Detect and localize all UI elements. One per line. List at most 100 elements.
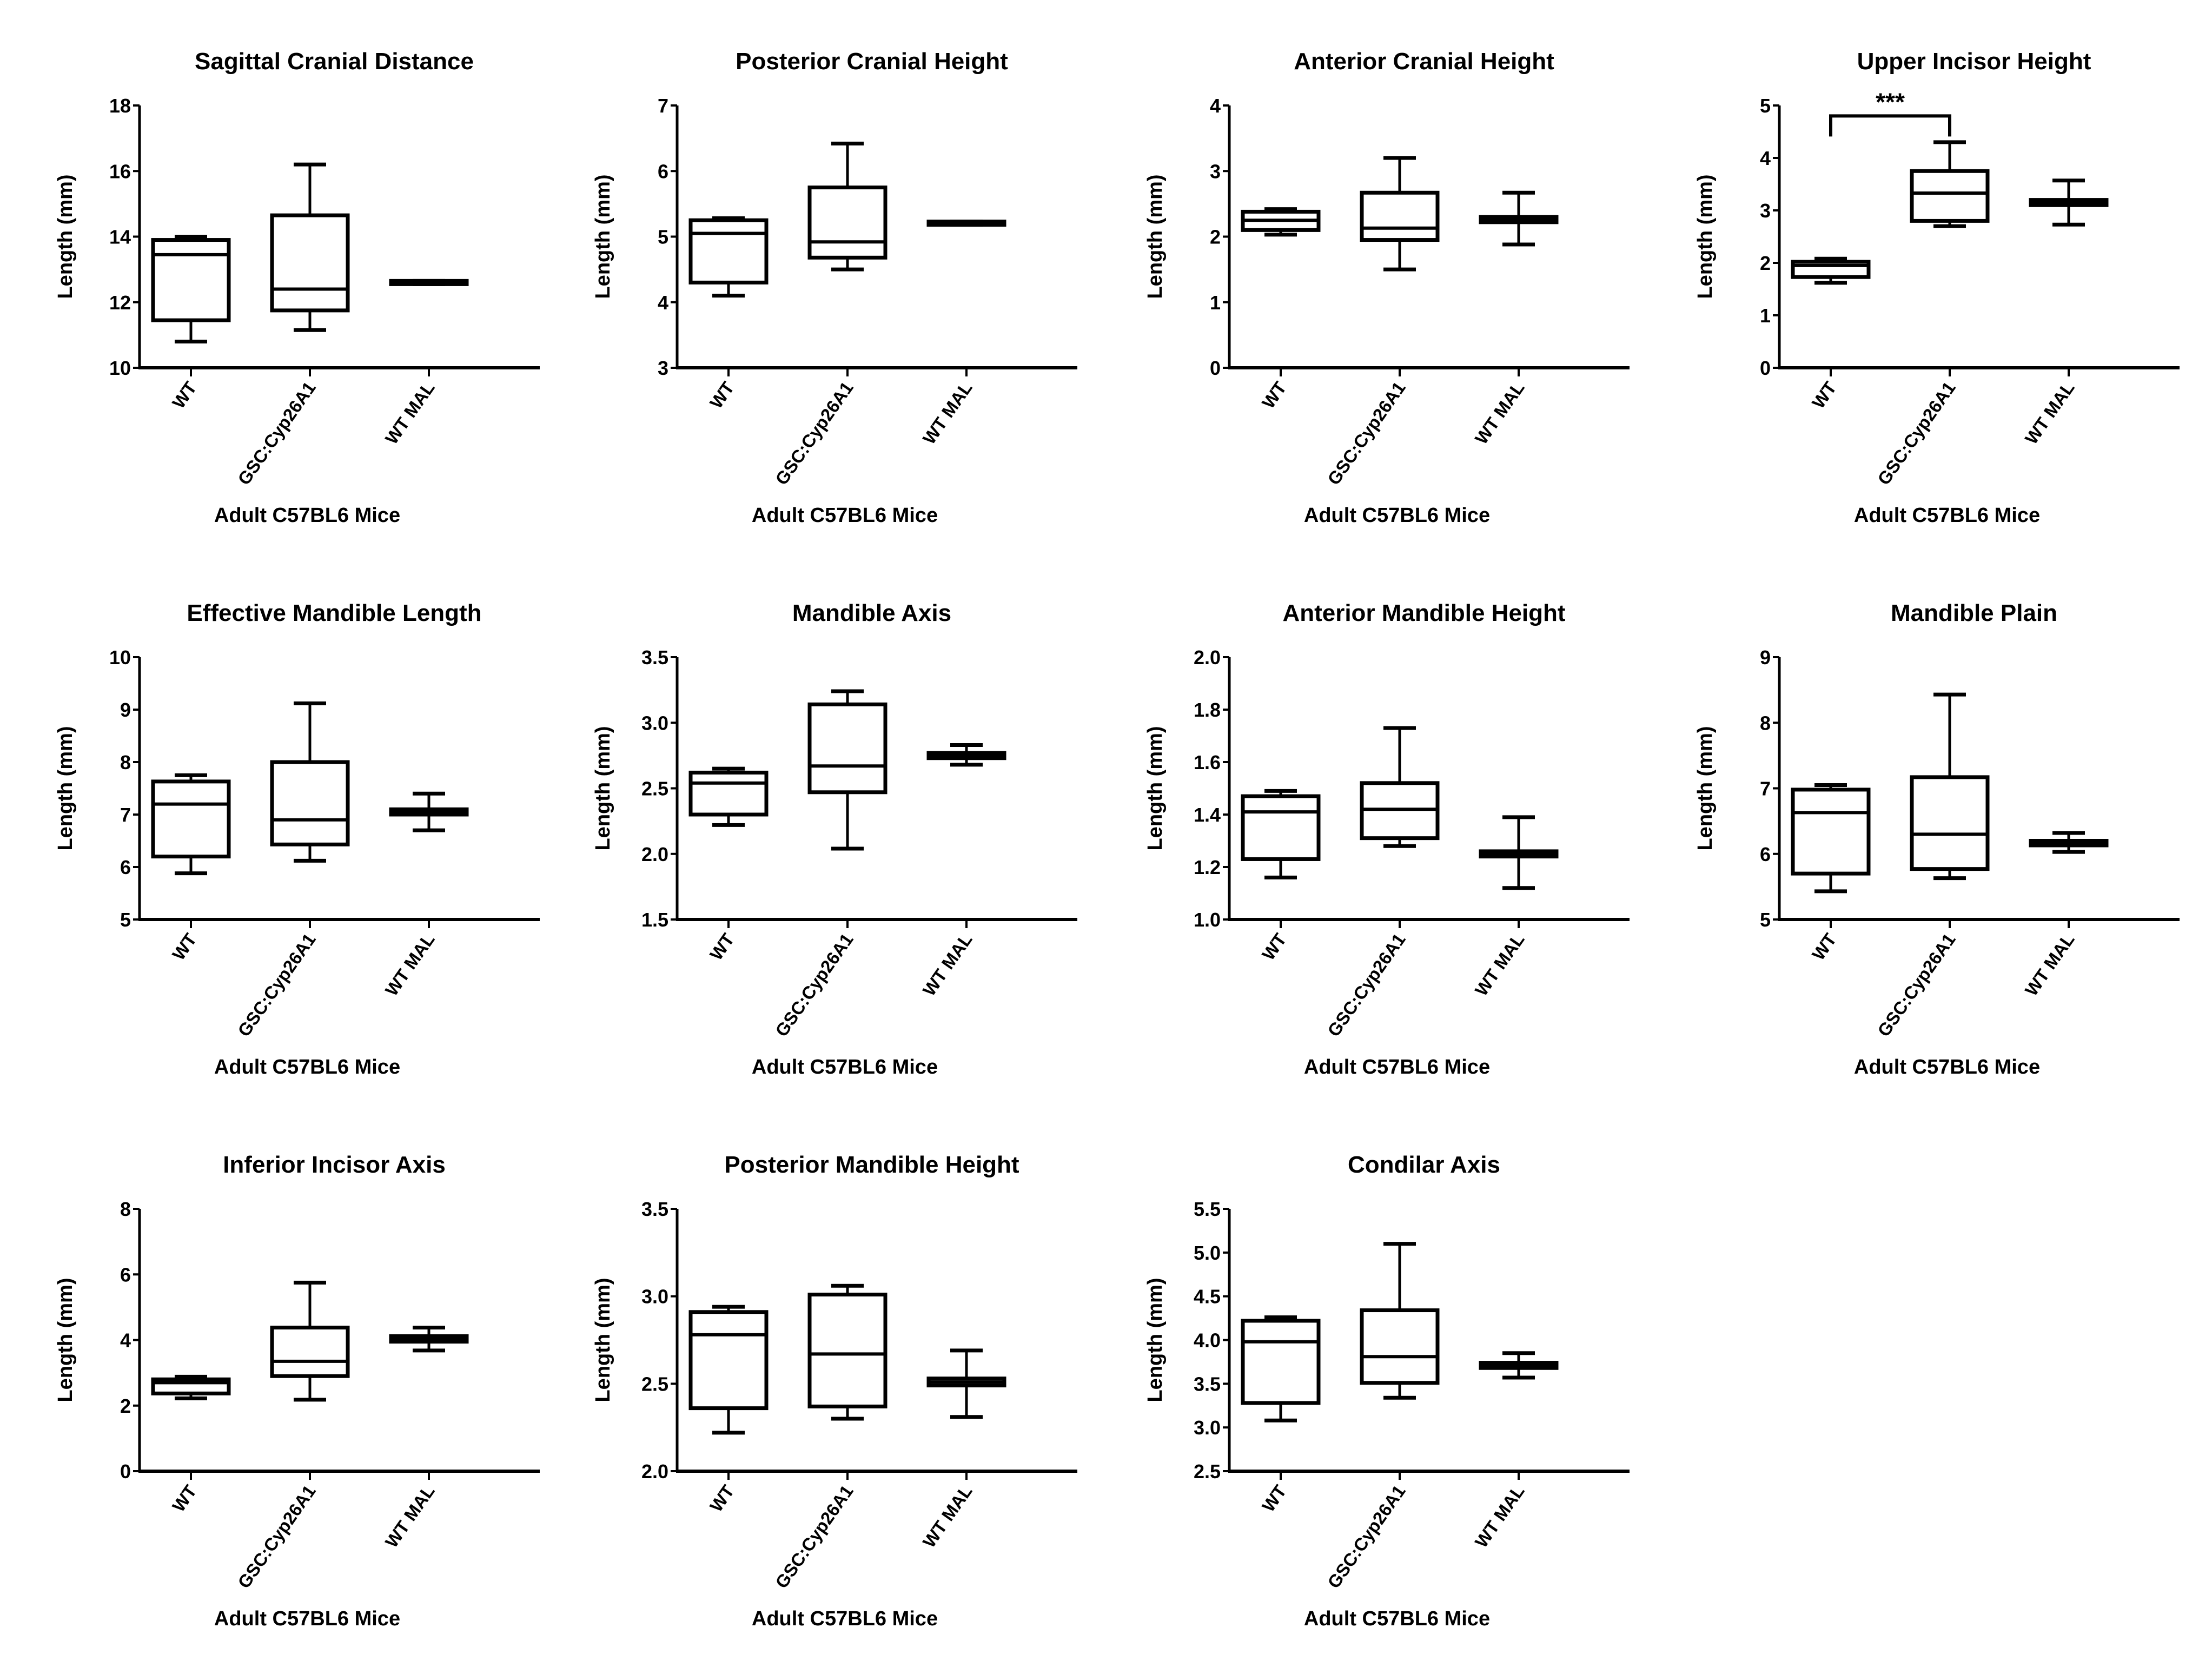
chart-title: Condilar Axis (1348, 1152, 1500, 1178)
y-tick-label: 5 (658, 226, 668, 248)
y-axis-label: Length (mm) (1694, 174, 1717, 299)
y-tick-label: 1 (1760, 305, 1771, 327)
y-axis-label: Length (mm) (54, 174, 77, 299)
box-plot-wt (1791, 256, 1871, 285)
chart-panel: Upper Incisor Height Length (mm) 0 1 2 3 4 5 WT G… (1694, 48, 2180, 527)
y-tick-label: 2.5 (641, 1373, 668, 1395)
x-tick-label: WT MAL (2021, 930, 2078, 1000)
y-tick-label: 1.4 (1194, 804, 1221, 826)
chart-panel: Effective Mandible Length Length (mm) 5 6 7 8… (54, 600, 540, 1078)
x-tick-label: GSC:Cyp26A1 (1323, 1481, 1409, 1592)
x-tick-label: GSC:Cyp26A1 (771, 378, 857, 488)
y-tick-label: 2.5 (1194, 1460, 1221, 1483)
significance-label: *** (1876, 88, 1905, 116)
chart-title: Inferior Incisor Axis (223, 1152, 446, 1178)
iqr-box (807, 186, 888, 260)
y-tick-label: 5 (1760, 95, 1771, 117)
y-tick-label: 5.5 (1194, 1198, 1221, 1220)
box-plot-gsc-cyp26a1 (1360, 156, 1440, 272)
y-tick-label: 2 (1760, 252, 1771, 274)
y-tick-label: 3.5 (1194, 1373, 1221, 1395)
x-tick-label: WT (168, 378, 201, 412)
y-tick-label: 5.0 (1194, 1242, 1221, 1264)
iqr-box (270, 760, 350, 846)
x-tick-label: WT (706, 378, 738, 412)
y-tick-label: 2.0 (641, 1460, 668, 1483)
y-tick-label: 1.0 (1194, 909, 1221, 931)
y-tick-label: 7 (658, 95, 668, 117)
iqr-box (270, 213, 350, 313)
x-axis-label: Adult C57BL6 Mice (214, 1056, 400, 1078)
box-plot-wt-mal (1479, 815, 1559, 890)
x-tick-label: WT (1808, 930, 1840, 964)
x-axis-label: Adult C57BL6 Mice (752, 1056, 938, 1078)
chart-title: Posterior Mandible Height (724, 1152, 1019, 1178)
iqr-box (1241, 1319, 1321, 1405)
y-axis-label: Length (mm) (1144, 174, 1167, 299)
x-tick-label: GSC:Cyp26A1 (234, 378, 320, 488)
y-tick-label: 10 (109, 646, 131, 669)
y-tick-label: 10 (109, 357, 131, 379)
y-tick-label: 3.0 (641, 1286, 668, 1308)
y-tick-label: 6 (658, 160, 668, 182)
chart-panel: Inferior Incisor Axis Length (mm) 0 2 4 6 8 WT G… (54, 1152, 540, 1630)
box-plot-wt (688, 216, 769, 298)
box-plot-gsc-cyp26a1 (1910, 692, 1990, 881)
iqr-box (1360, 190, 1440, 242)
y-axis-label: Length (mm) (54, 1278, 77, 1402)
y-axis-label: Length (mm) (54, 726, 77, 850)
iqr-box (151, 779, 231, 859)
y-tick-label: 4.0 (1194, 1329, 1221, 1352)
iqr-box (151, 238, 231, 322)
y-tick-label: 3 (658, 357, 668, 379)
x-tick-label: WT (168, 1481, 201, 1516)
box-plot-wt (688, 766, 769, 827)
y-tick-label: 8 (120, 751, 131, 773)
iqr-box (270, 1325, 350, 1378)
chart-panel: Mandible Axis Length (mm) 1.5 2.0 2.5 3.0 3.5 W… (592, 600, 1077, 1078)
chart-title: Effective Mandible Length (187, 600, 481, 626)
y-tick-label: 3.0 (641, 712, 668, 734)
x-tick-label: WT MAL (1471, 1481, 1528, 1551)
iqr-box (1241, 794, 1321, 861)
x-tick-label: GSC:Cyp26A1 (234, 1481, 320, 1592)
x-tick-label: GSC:Cyp26A1 (234, 930, 320, 1040)
y-tick-label: 2 (1210, 226, 1221, 248)
y-axis-label: Length (mm) (1694, 726, 1717, 850)
x-tick-label: WT (706, 930, 738, 964)
x-tick-label: GSC:Cyp26A1 (1323, 378, 1409, 488)
y-tick-label: 6 (120, 1263, 131, 1286)
box-plot-wt (688, 1305, 769, 1435)
x-axis-label: Adult C57BL6 Mice (1304, 1056, 1490, 1078)
x-tick-label: WT MAL (1471, 930, 1528, 1000)
x-tick-label: GSC:Cyp26A1 (771, 930, 857, 1040)
x-axis-label: Adult C57BL6 Mice (1854, 504, 2040, 527)
y-tick-label: 4.5 (1194, 1286, 1221, 1308)
x-axis-label: Adult C57BL6 Mice (752, 1607, 938, 1630)
y-tick-label: 8 (120, 1198, 131, 1220)
significance-bracket (1829, 114, 1951, 137)
y-tick-label: 8 (1760, 712, 1771, 734)
x-tick-label: WT (1258, 930, 1290, 964)
x-tick-label: WT MAL (919, 1481, 976, 1551)
x-tick-label: WT MAL (2021, 378, 2078, 448)
box-plot-gsc-cyp26a1 (807, 689, 888, 851)
iqr-box (1791, 788, 1871, 876)
iqr-box (807, 702, 888, 795)
box-plot-gsc-cyp26a1 (270, 701, 350, 863)
box-plot-wt-mal (389, 791, 469, 832)
x-axis-label: Adult C57BL6 Mice (1304, 504, 1490, 527)
y-tick-label: 3 (1210, 160, 1221, 182)
x-tick-label: WT (1258, 1481, 1290, 1516)
y-axis-label: Length (mm) (1144, 726, 1167, 850)
box-plot-wt (1791, 783, 1871, 894)
chart-title: Posterior Cranial Height (736, 48, 1008, 75)
x-tick-label: WT MAL (381, 378, 439, 448)
box-plot-gsc-cyp26a1 (1910, 140, 1990, 228)
iqr-box (688, 1310, 769, 1411)
x-tick-label: WT (168, 930, 201, 964)
y-tick-label: 5 (120, 909, 131, 931)
x-tick-label: GSC:Cyp26A1 (1873, 378, 1959, 488)
box-plot-wt-mal (926, 1348, 1006, 1419)
x-tick-label: WT (1808, 378, 1840, 412)
